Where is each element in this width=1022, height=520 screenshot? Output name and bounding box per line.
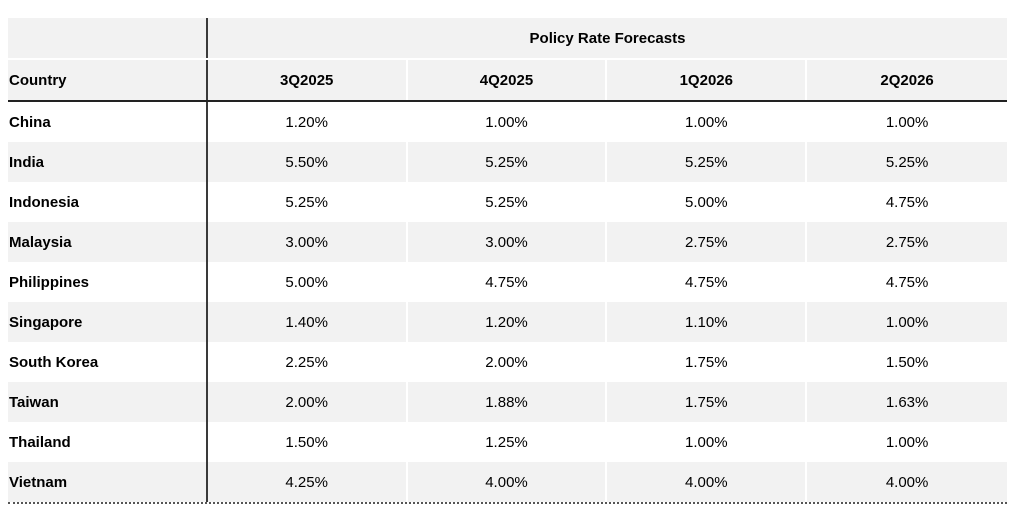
rate-cell: 2.25%	[207, 342, 408, 382]
rate-cell: 1.00%	[607, 422, 808, 462]
table-row: Philippines 5.00% 4.75% 4.75% 4.75%	[8, 262, 1007, 302]
country-cell: South Korea	[8, 342, 208, 382]
rate-cell: 1.50%	[207, 422, 408, 462]
rate-cell: 3.00%	[407, 222, 608, 262]
rate-cell: 1.00%	[407, 102, 608, 142]
rate-cell: 5.25%	[407, 182, 608, 222]
rate-cell: 2.00%	[407, 342, 608, 382]
table-row: Indonesia 5.25% 5.25% 5.00% 4.75%	[8, 182, 1007, 222]
rate-cell: 5.25%	[607, 142, 808, 182]
rate-cell: 5.25%	[807, 142, 1007, 182]
rate-cell: 1.00%	[807, 422, 1007, 462]
rate-cell: 2.00%	[207, 382, 408, 422]
rate-cell: 1.20%	[207, 102, 408, 142]
column-header: 2Q2026	[807, 60, 1007, 100]
rate-cell: 4.25%	[207, 462, 408, 502]
row-header-label: Country	[8, 60, 208, 100]
country-cell: Malaysia	[8, 222, 208, 262]
table-row: Taiwan 2.00% 1.88% 1.75% 1.63%	[8, 382, 1007, 422]
rate-cell: 4.00%	[407, 462, 608, 502]
rate-cell: 4.75%	[807, 262, 1007, 302]
rate-cell: 1.75%	[607, 382, 808, 422]
rate-cell: 1.10%	[607, 302, 808, 342]
rate-cell: 1.00%	[807, 102, 1007, 142]
rate-cell: 1.75%	[607, 342, 808, 382]
rate-cell: 1.50%	[807, 342, 1007, 382]
country-cell: Singapore	[8, 302, 208, 342]
rate-cell: 5.50%	[207, 142, 408, 182]
column-header: 3Q2025	[207, 60, 408, 100]
country-cell: China	[8, 102, 208, 142]
column-header: 4Q2025	[407, 60, 608, 100]
table-row: Singapore 1.40% 1.20% 1.10% 1.00%	[8, 302, 1007, 342]
rate-cell: 1.40%	[207, 302, 408, 342]
rate-cell: 1.00%	[607, 102, 808, 142]
country-cell: Vietnam	[8, 462, 208, 502]
policy-rate-table: Policy Rate Forecasts Country 3Q2025 4Q2…	[8, 18, 1007, 504]
rate-cell: 5.00%	[207, 262, 408, 302]
rate-cell: 4.00%	[607, 462, 808, 502]
country-cell: Taiwan	[8, 382, 208, 422]
rate-cell: 5.25%	[407, 142, 608, 182]
rate-cell: 4.75%	[607, 262, 808, 302]
table-row: Vietnam 4.25% 4.00% 4.00% 4.00%	[8, 462, 1007, 502]
column-header: 1Q2026	[607, 60, 808, 100]
column-header-row: Country 3Q2025 4Q2025 1Q2026 2Q2026	[8, 60, 1007, 102]
table-row: South Korea 2.25% 2.00% 1.75% 1.50%	[8, 342, 1007, 382]
rate-cell: 4.75%	[807, 182, 1007, 222]
table-title-row: Policy Rate Forecasts	[8, 18, 1007, 60]
rate-cell: 3.00%	[207, 222, 408, 262]
country-cell: Thailand	[8, 422, 208, 462]
rate-cell: 1.25%	[407, 422, 608, 462]
table-row: Thailand 1.50% 1.25% 1.00% 1.00%	[8, 422, 1007, 462]
rate-cell: 2.75%	[607, 222, 808, 262]
country-cell: Philippines	[8, 262, 208, 302]
table-row: China 1.20% 1.00% 1.00% 1.00%	[8, 102, 1007, 142]
country-cell: Indonesia	[8, 182, 208, 222]
rate-cell: 1.88%	[407, 382, 608, 422]
rate-cell: 5.25%	[207, 182, 408, 222]
table-row: Malaysia 3.00% 3.00% 2.75% 2.75%	[8, 222, 1007, 262]
rate-cell: 2.75%	[807, 222, 1007, 262]
rate-cell: 1.20%	[407, 302, 608, 342]
table-body: China 1.20% 1.00% 1.00% 1.00% India 5.50% 5.25%…	[8, 102, 1007, 504]
country-cell: India	[8, 142, 208, 182]
table-title: Policy Rate Forecasts	[208, 18, 1007, 58]
rate-cell: 5.00%	[607, 182, 808, 222]
rate-cell: 1.63%	[807, 382, 1007, 422]
rate-cell: 4.75%	[407, 262, 608, 302]
table-row: India 5.50% 5.25% 5.25% 5.25%	[8, 142, 1007, 182]
header-corner-cell	[8, 18, 208, 58]
rate-cell: 4.00%	[807, 462, 1007, 502]
rate-cell: 1.00%	[807, 302, 1007, 342]
